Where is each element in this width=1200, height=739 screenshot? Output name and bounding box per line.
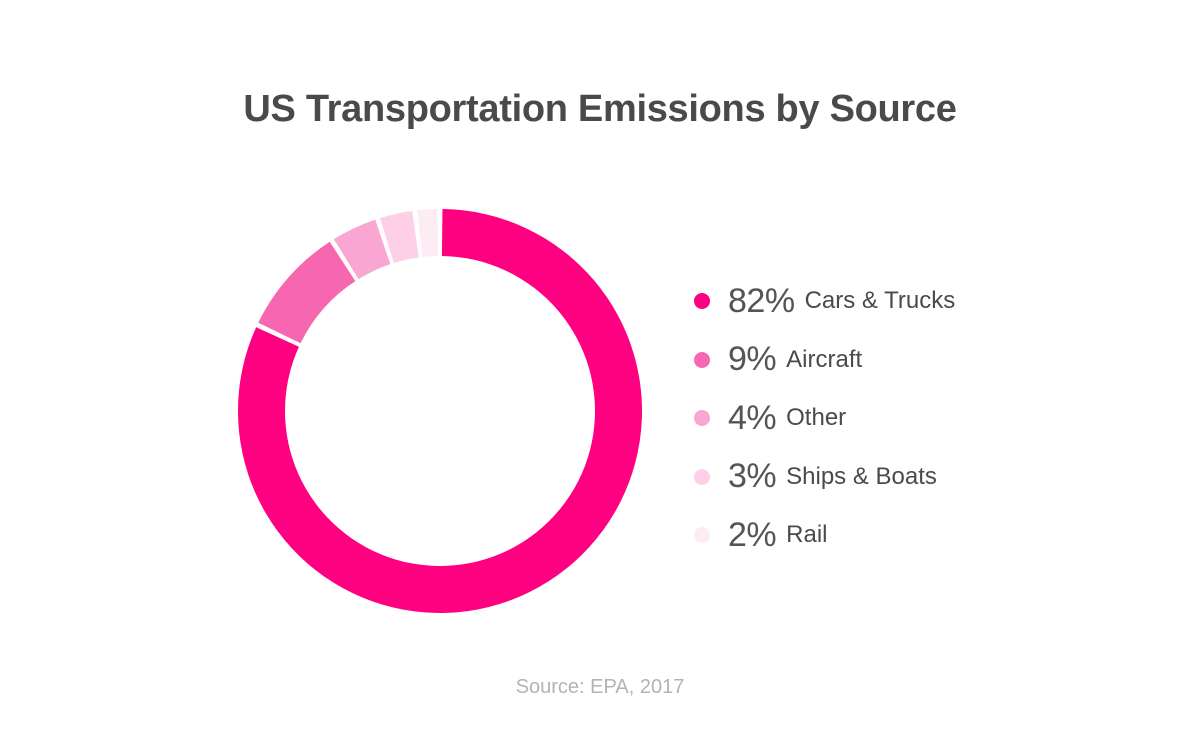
legend-percent: 2% [728, 515, 777, 554]
legend-label: Ships & Boats [786, 462, 937, 490]
legend-label: Rail [786, 521, 828, 549]
legend-percent: 3% [728, 457, 777, 496]
legend-item-ships-boats: 3% Ships & Boats [690, 448, 1050, 507]
legend-item-cars-trucks: 82% Cars & Trucks [690, 272, 1050, 331]
donut-slice-rail [417, 209, 439, 257]
donut-slice-aircraft [258, 241, 356, 344]
legend-item-aircraft: 9% Aircraft [690, 331, 1050, 390]
donut-slices [237, 209, 643, 613]
legend-percent: 4% [728, 398, 777, 437]
legend-marker-rail [694, 527, 710, 544]
donut-chart [237, 209, 643, 613]
legend-label: Other [786, 404, 847, 432]
legend-marker-cars-trucks [694, 293, 710, 310]
legend-marker-ships-boats [694, 468, 710, 485]
donut-slice-other [333, 219, 391, 280]
legend-label: Cars & Trucks [804, 287, 956, 315]
legend-item-other: 4% Other [690, 389, 1050, 448]
donut-slice-ships-boats [379, 210, 419, 264]
chart-title: US Transportation Emissions by Source [243, 88, 957, 130]
source-note: Source: EPA, 2017 [515, 676, 685, 698]
legend-percent: 82% [728, 281, 795, 320]
legend-item-rail: 2% Rail [690, 506, 1050, 565]
legend-marker-other [694, 410, 710, 427]
legend-percent: 9% [728, 340, 777, 379]
chart-legend: 82% Cars & Trucks 9% Aircraft 4% Other 3… [690, 272, 1050, 565]
legend-label: Aircraft [786, 345, 863, 373]
legend-marker-aircraft [694, 351, 710, 368]
